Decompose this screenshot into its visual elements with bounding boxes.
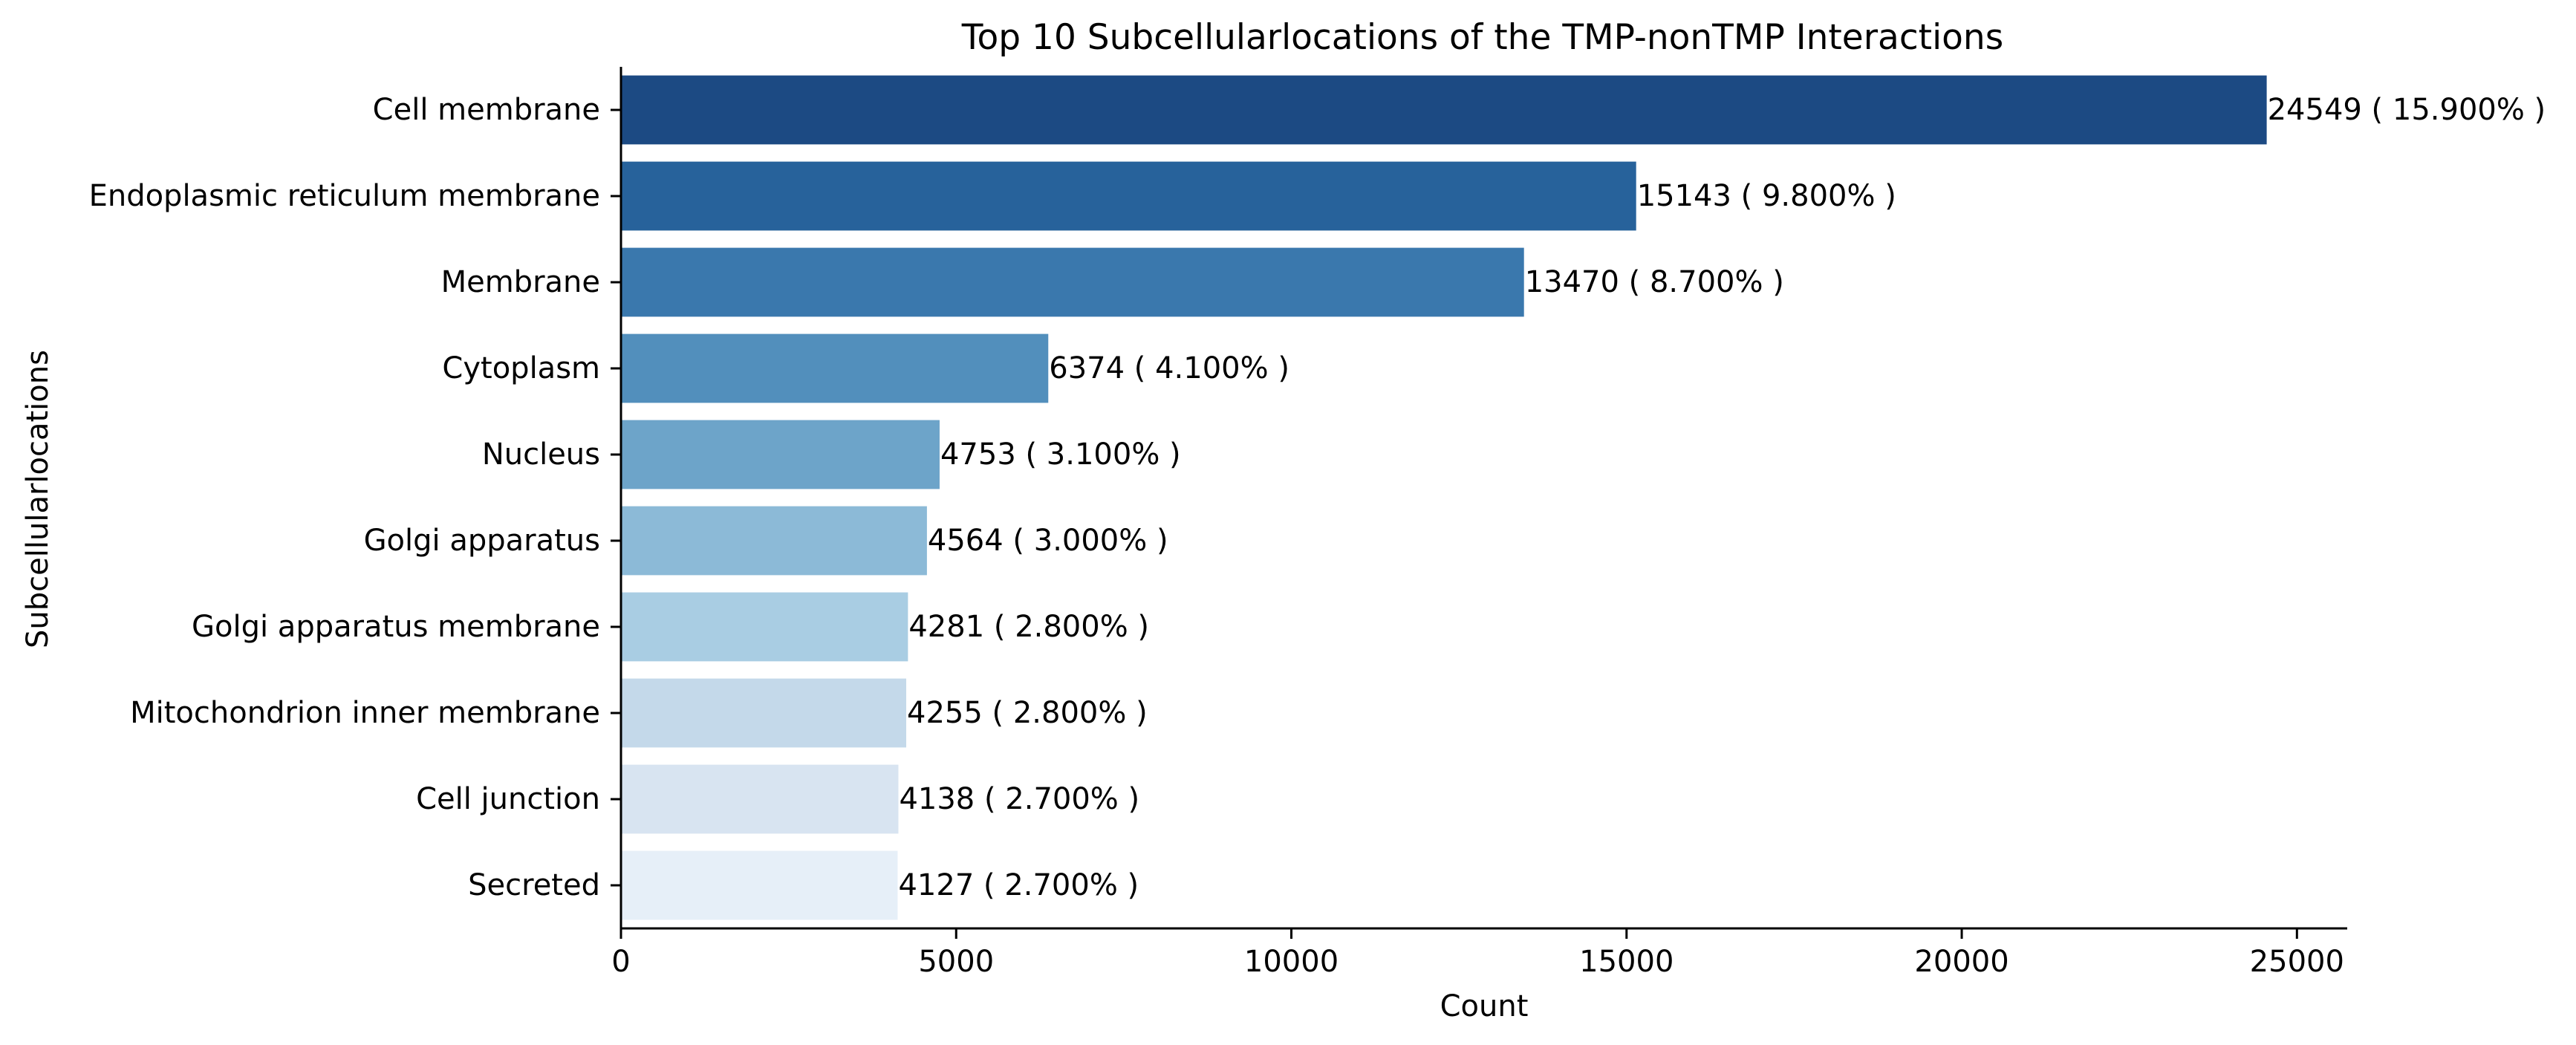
x-tick-label: 25000 — [2250, 945, 2344, 979]
x-tick-label: 0 — [611, 945, 630, 979]
y-tick-label: Secreted — [468, 868, 600, 902]
bar-value-label: 4255 ( 2.800% ) — [907, 696, 1148, 730]
x-axis-ticks: 0 5000 10000 15000 20000 25000 — [611, 928, 2344, 979]
y-tick-label: Golgi apparatus membrane — [192, 610, 600, 644]
bar — [621, 764, 899, 834]
bar-value-label: 4753 ( 3.100% ) — [940, 437, 1181, 472]
x-axis-label: Count — [1440, 989, 1529, 1023]
x-tick-label: 20000 — [1914, 945, 2009, 979]
bar-value-label: 4138 ( 2.700% ) — [899, 782, 1139, 816]
y-tick-label: Mitochondrion inner membrane — [130, 696, 600, 730]
bar — [621, 592, 908, 662]
y-tick-label: Endoplasmic reticulum membrane — [89, 179, 600, 213]
bar — [621, 75, 2267, 145]
bar-value-label: 4564 ( 3.000% ) — [928, 524, 1168, 558]
x-tick-label: 5000 — [918, 945, 994, 979]
bars-layer — [621, 75, 2267, 920]
bar-value-label: 15143 ( 9.800% ) — [1637, 179, 1896, 213]
bar-value-label: 4281 ( 2.800% ) — [908, 610, 1149, 644]
bar — [621, 420, 940, 489]
chart-title: Top 10 Subcellularlocations of the TMP-n… — [961, 17, 2003, 58]
bar-value-label: 6374 ( 4.100% ) — [1049, 351, 1289, 385]
bar — [621, 161, 1636, 231]
y-axis-label: Subcellularlocations — [21, 350, 55, 648]
y-axis-ticks: Cell membrane Endoplasmic reticulum membr… — [89, 93, 621, 902]
y-tick-label: Nucleus — [482, 437, 600, 472]
bar — [621, 333, 1049, 403]
bar-value-label: 24549 ( 15.900% ) — [2268, 93, 2546, 127]
bar — [621, 506, 927, 576]
x-tick-label: 15000 — [1579, 945, 1674, 979]
bar-value-label: 4127 ( 2.700% ) — [898, 868, 1139, 902]
data-labels-layer: 24549 ( 15.900% ) 15143 ( 9.800% ) 13470 (… — [898, 93, 2546, 902]
y-tick-label: Cell junction — [416, 782, 600, 816]
y-tick-label: Cell membrane — [373, 93, 600, 127]
bar — [621, 850, 898, 920]
bar — [621, 678, 907, 748]
y-tick-label: Membrane — [441, 265, 600, 299]
bar — [621, 247, 1524, 317]
x-tick-label: 10000 — [1244, 945, 1339, 979]
y-tick-label: Cytoplasm — [442, 351, 600, 385]
bar-value-label: 13470 ( 8.700% ) — [1525, 265, 1784, 299]
y-tick-label: Golgi apparatus — [364, 524, 600, 558]
